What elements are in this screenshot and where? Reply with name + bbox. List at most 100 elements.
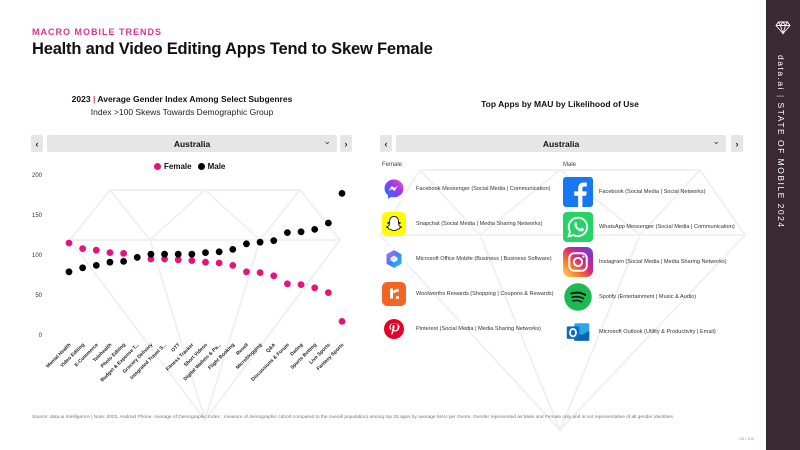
male-data-point[interactable] (202, 249, 209, 256)
chevron-right-icon: › (735, 138, 739, 149)
female-app-3-name: Microsoft Office Mobile (Business | Busi… (416, 255, 552, 262)
sidebar-pipe: | (776, 94, 786, 99)
female-app-4-name: Woolworths Rewards (Shopping | Coupons &… (416, 290, 554, 297)
page-number: 06 / 100 (739, 436, 754, 441)
female-data-point[interactable] (188, 257, 196, 264)
y-tick-label: 100 (32, 253, 43, 259)
male-data-point[interactable] (324, 219, 332, 227)
female-data-point[interactable] (338, 318, 346, 325)
female-data-point[interactable] (284, 280, 291, 288)
snapchat-icon (382, 212, 406, 236)
male-data-point[interactable] (243, 240, 250, 248)
section-eyebrow: MACRO MOBILE TRENDS (32, 27, 162, 37)
left-prev-arrow-button[interactable]: ‹ (31, 135, 43, 152)
female-column-label: Female (382, 162, 403, 168)
chevron-left-icon: ‹ (384, 138, 388, 149)
female-app-5[interactable]: Pinterest (Social Media | Media Sharing … (382, 317, 576, 341)
chevron-down-icon: ⌄ (323, 136, 331, 146)
female-data-point[interactable] (174, 256, 182, 264)
male-data-point[interactable] (338, 190, 346, 197)
male-data-point[interactable] (297, 228, 305, 236)
top-apps-title: Top Apps by MAU by Likelihood of Use (481, 99, 639, 109)
main-slide: MACRO MOBILE TRENDS Health and Video Edi… (31, 27, 759, 441)
facebook-icon (563, 177, 593, 207)
sidebar-report: STATE OF MOBILE 2024 (776, 102, 786, 229)
male-data-point[interactable] (174, 250, 182, 258)
male-app-3[interactable]: Instagram (Social Media | Media Sharing … (563, 247, 759, 277)
female-data-point[interactable] (311, 284, 319, 292)
male-data-point[interactable] (229, 246, 237, 253)
male-dot-icon (197, 163, 205, 170)
female-data-point[interactable] (161, 255, 168, 263)
female-app-2-name: Snapchat (Social Media | Media Sharing N… (416, 220, 543, 227)
female-data-point[interactable] (229, 262, 237, 269)
diamond-logo-icon (775, 21, 791, 35)
male-data-point[interactable] (133, 254, 141, 261)
male-app-5-name: Microsoft Outlook (Utility & Productivit… (599, 328, 716, 335)
y-tick-label: 200 (32, 173, 43, 179)
male-data-point[interactable] (215, 248, 223, 256)
female-data-point[interactable] (297, 281, 305, 288)
male-app-5[interactable]: Microsoft Outlook (Utility & Productivit… (563, 317, 759, 347)
sidebar-brand: data.ai (776, 55, 786, 92)
female-data-point[interactable] (92, 246, 100, 254)
female-data-point[interactable] (65, 239, 73, 247)
female-app-1[interactable]: Facebook Messenger (Social Media | Commu… (382, 177, 576, 201)
female-data-point[interactable] (147, 255, 155, 263)
female-dot-icon (154, 163, 161, 170)
female-data-point[interactable] (324, 289, 332, 296)
right-prev-arrow-button[interactable]: ‹ (380, 135, 392, 152)
male-data-point[interactable] (311, 226, 319, 233)
female-data-point[interactable] (79, 245, 87, 253)
female-data-point[interactable] (270, 272, 278, 280)
female-app-3[interactable]: Microsoft Office Mobile (Business | Busi… (382, 247, 576, 271)
male-data-point[interactable] (188, 250, 196, 258)
male-data-point[interactable] (147, 250, 155, 258)
right-country-dropdown[interactable]: Australia ⌄ (396, 135, 726, 152)
y-tick-label: 50 (35, 293, 42, 299)
male-data-point[interactable] (284, 229, 291, 237)
male-data-point[interactable] (79, 264, 87, 272)
male-app-4[interactable]: Spotify (Entertainment | Music & Audio) (563, 282, 759, 312)
chart-title-year: 2023 (71, 94, 91, 104)
right-country-dropdown-value: Australia (542, 138, 580, 149)
chart-title-pipe: | (92, 94, 96, 104)
legend-item-female: Female (154, 162, 192, 171)
female-data-point[interactable] (215, 259, 223, 267)
male-app-1[interactable]: Facebook (Social Media | Social Networks… (563, 177, 759, 207)
microsoft-office-icon (382, 247, 406, 271)
male-app-2[interactable]: WhatsApp Messenger (Social Media | Commu… (563, 212, 759, 242)
instagram-icon (563, 247, 593, 277)
male-data-point[interactable] (161, 250, 168, 258)
female-data-point[interactable] (120, 250, 127, 257)
female-data-point[interactable] (106, 249, 114, 256)
male-app-4-name: Spotify (Entertainment | Music & Audio) (599, 293, 697, 300)
male-data-point[interactable] (256, 238, 264, 246)
messenger-icon (382, 177, 406, 201)
female-data-point[interactable] (202, 258, 209, 266)
chart-subtitle: Index >100 Skews Towards Demographic Gro… (90, 107, 274, 117)
female-data-point[interactable] (243, 268, 250, 276)
male-data-point[interactable] (106, 258, 114, 266)
right-next-arrow-button[interactable]: › (731, 135, 743, 152)
legend-item-male: Male (197, 162, 225, 171)
female-app-4[interactable]: Woolworths Rewards (Shopping | Coupons &… (382, 282, 576, 306)
woolworths-rewards-icon (382, 282, 406, 306)
male-data-point[interactable] (92, 262, 100, 269)
female-app-2[interactable]: Snapchat (Social Media | Media Sharing N… (382, 212, 576, 236)
female-app-1-name: Facebook Messenger (Social Media | Commu… (416, 185, 551, 192)
sidebar: data.ai | STATE OF MOBILE 2024 (766, 0, 800, 450)
sidebar-report-title: data.ai | STATE OF MOBILE 2024 (776, 55, 786, 229)
male-data-point[interactable] (65, 268, 73, 276)
male-app-1-name: Facebook (Social Media | Social Networks… (599, 188, 706, 195)
spotify-icon (563, 282, 593, 312)
male-app-2-name: WhatsApp Messenger (Social Media | Commu… (599, 223, 735, 230)
left-next-arrow-button[interactable]: › (340, 135, 352, 152)
male-data-point[interactable] (120, 258, 127, 265)
left-country-dropdown[interactable]: Australia ⌄ (47, 135, 337, 152)
female-data-point[interactable] (256, 269, 264, 276)
male-data-point[interactable] (270, 237, 278, 245)
male-column-label: Male (563, 162, 577, 168)
chevron-right-icon: › (344, 138, 348, 149)
